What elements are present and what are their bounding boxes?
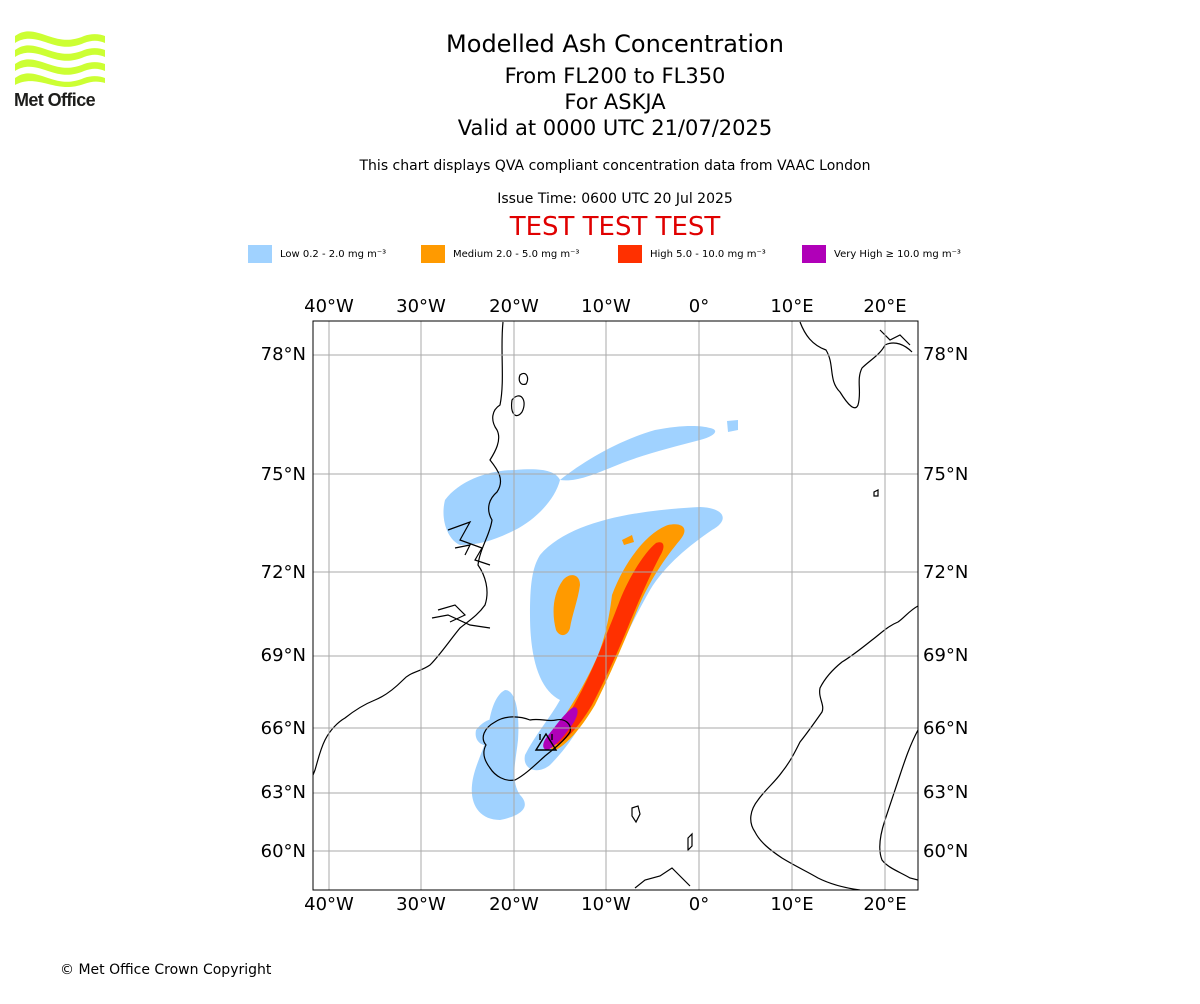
lon-label: 40°W [304,296,354,317]
legend-item-medium: Medium 2.0 - 5.0 mg m⁻³ [421,244,579,264]
lat-label: 66°N [261,718,306,739]
lon-label: 10°W [581,894,631,915]
lat-label: 60°N [923,841,968,862]
logo-text: Met Office [14,90,96,110]
test-banner: TEST TEST TEST [509,212,721,242]
ash-low-iceland-south [471,690,525,820]
ash-low-northern-speck [727,420,738,432]
lon-label: 0° [689,296,709,317]
ash-low-northern-streak [560,425,716,481]
coastlines [313,321,918,890]
lon-label: 20°E [863,894,906,915]
lat-label: 69°N [923,645,968,666]
lon-labels-bottom: 40°W 30°W 20°W 10°W 0° 10°E 20°E [304,894,906,915]
valid-time: Valid at 0000 UTC 21/07/2025 [457,116,773,140]
issue-time: Issue Time: 0600 UTC 20 Jul 2025 [497,191,733,207]
lat-label: 66°N [923,718,968,739]
qva-note: This chart displays QVA compliant concen… [359,158,871,174]
coastline-scotland [634,867,691,889]
coastline-sweden-finland [879,729,918,881]
lat-label: 63°N [261,782,306,803]
coastline-greenland-east [313,321,504,776]
met-office-logo: Met Office [14,30,108,112]
lon-label: 20°W [489,894,539,915]
coastline-faroes [631,805,641,824]
lon-label: 20°W [489,296,539,317]
legend-swatch-medium [421,245,445,263]
lat-labels-right: 78°N 75°N 72°N 69°N 66°N 63°N 60°N [923,344,968,862]
lat-label: 72°N [923,562,968,583]
legend-label-high: High 5.0 - 10.0 mg m⁻³ [650,248,766,260]
ash-low-west-iceland [475,719,502,746]
map-frame [312,320,919,891]
lon-label: 40°W [304,894,354,915]
volcano-name: For ASKJA [564,90,666,114]
lon-label: 10°E [770,894,813,915]
lat-label: 69°N [261,645,306,666]
concentration-legend: Low 0.2 - 2.0 mg m⁻³ Medium 2.0 - 5.0 mg… [0,244,1200,264]
lat-label: 60°N [261,841,306,862]
lon-label: 20°E [863,296,906,317]
lat-labels-left: 78°N 75°N 72°N 69°N 66°N 63°N 60°N [261,344,306,862]
coastline-norway [750,605,918,890]
legend-label-low: Low 0.2 - 2.0 mg m⁻³ [280,248,387,260]
coastline-greenland-fjords [431,520,491,629]
lon-labels-top: 40°W 30°W 20°W 10°W 0° 10°E 20°E [304,296,906,317]
legend-label-medium: Medium 2.0 - 5.0 mg m⁻³ [453,248,580,260]
lat-label: 78°N [923,344,968,365]
lon-label: 10°W [581,296,631,317]
lon-label: 30°W [396,296,446,317]
lat-label: 72°N [261,562,306,583]
lon-label: 0° [689,894,709,915]
ash-medium-side-patch [553,575,580,636]
legend-swatch-high [618,245,642,263]
chart-title: Modelled Ash Concentration [446,30,784,58]
coastline-shetland [687,832,693,852]
ash-low-greenland-patch [443,469,560,545]
legend-swatch-low [248,245,272,263]
legend-label-very-high: Very High ≥ 10.0 mg m⁻³ [834,248,961,260]
lon-label: 10°E [770,296,813,317]
copyright-footer: © Met Office Crown Copyright [60,962,272,978]
legend-item-low: Low 0.2 - 2.0 mg m⁻³ [248,244,386,264]
coastline-svalbard [799,321,913,409]
lon-label: 30°W [396,894,446,915]
ash-high-concentration [553,542,664,745]
coastline-bear-island [873,489,879,497]
gridlines [313,321,918,890]
lat-label: 75°N [923,464,968,485]
ash-low-concentration [443,420,738,820]
volcano-marker-askja [534,732,558,751]
legend-swatch-very-high [802,245,826,263]
coastline-greenland-north [511,372,529,417]
lat-label: 63°N [923,782,968,803]
lat-label: 78°N [261,344,306,365]
lat-label: 75°N [261,464,306,485]
ash-medium-tail [622,535,634,545]
legend-item-high: High 5.0 - 10.0 mg m⁻³ [618,244,766,264]
met-office-waves-icon [15,31,105,88]
coastline-iceland [482,716,571,781]
flight-level-range: From FL200 to FL350 [504,64,726,88]
legend-item-very-high: Very High ≥ 10.0 mg m⁻³ [802,244,961,264]
ash-high-main [553,542,664,745]
